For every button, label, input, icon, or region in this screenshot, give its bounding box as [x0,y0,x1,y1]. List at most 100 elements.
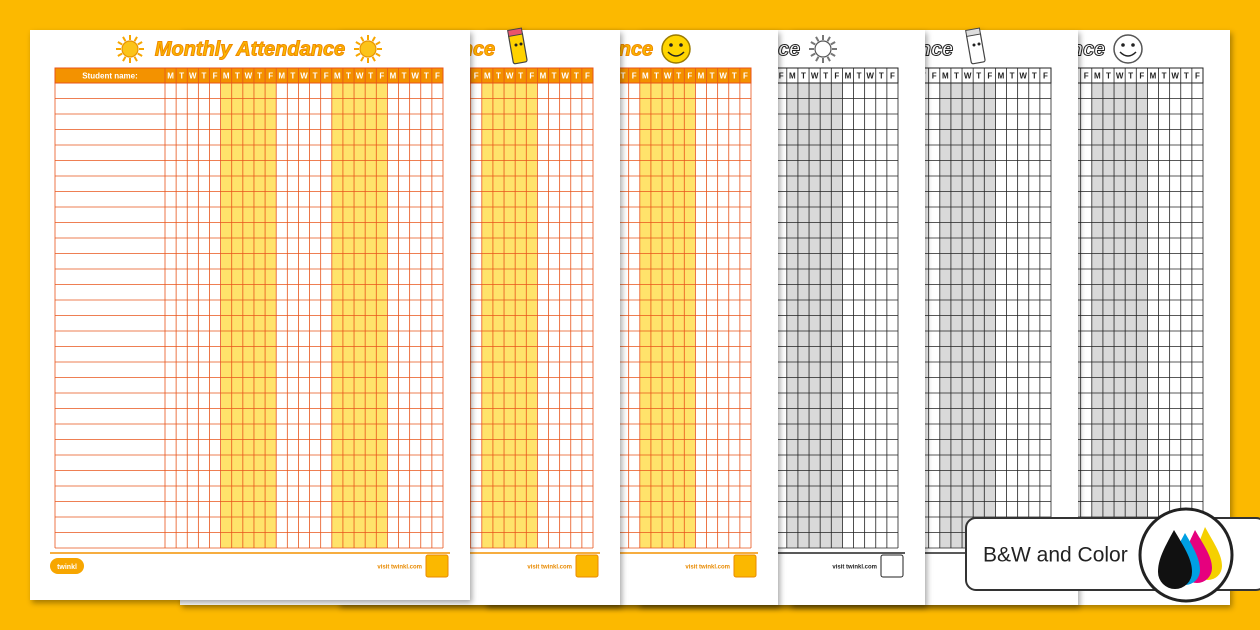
mouth [667,51,685,57]
day-label: T [574,72,579,81]
sun-ray [830,41,836,46]
day-label: M [334,72,341,81]
sun-ray [117,41,123,46]
day-label: W [411,72,419,81]
day-label: M [642,72,649,81]
sun-ray [826,56,831,62]
sun-ray [137,52,143,57]
day-label: T [201,72,206,81]
day-label: T [857,72,862,81]
day-label: T [954,72,959,81]
eye [514,43,518,47]
sun-ray [815,36,820,42]
sun [121,40,139,58]
smiley [1113,34,1143,64]
footer-link: visit twinkl.com [832,565,877,571]
day-label: M [223,72,230,81]
sun-ray [371,36,376,42]
day-label: M [540,72,547,81]
day-label: F [1084,72,1089,81]
footer-badge [575,554,599,578]
day-label: W [561,72,569,81]
day-label: T [368,72,373,81]
day-label: F [213,72,218,81]
day-label: T [732,72,737,81]
day-label: M [789,72,796,81]
mouth [1119,51,1137,57]
day-label: M [167,72,174,81]
pencil-eraser [965,27,982,38]
footer-badge [733,554,757,578]
day-label: W [1116,72,1124,81]
day-label: T [976,72,981,81]
day-label: T [823,72,828,81]
sun-ray [375,52,381,57]
ink-drop-black [1158,530,1192,589]
day-label: T [313,72,318,81]
day-label: F [529,72,534,81]
day-label: W [664,72,672,81]
day-label: T [235,72,240,81]
day-label: W [866,72,874,81]
footer-link: visit twinkl.com [527,565,572,571]
day-label: M [845,72,852,81]
eye [972,43,976,47]
sun [814,40,832,58]
sun-ray [375,41,381,46]
day-label: M [484,72,491,81]
day-label: M [278,72,285,81]
day-label: T [1010,72,1015,81]
day-label: F [1139,72,1144,81]
day-label: T [179,72,184,81]
badge-text: B&W and Color [983,544,1128,567]
sheet-title: Monthly Attendance [155,38,345,60]
brand-logo [50,558,84,574]
day-label: W [189,72,197,81]
day-label: F [435,72,440,81]
day-label: M [390,72,397,81]
day-label: T [1184,72,1189,81]
sun-ray [122,36,127,42]
day-label: F [890,72,895,81]
day-label: T [346,72,351,81]
day-label: W [1019,72,1027,81]
footer-link: visit twinkl.com [685,565,730,571]
sun-ray [810,41,816,46]
footer-badge [425,554,449,578]
day-label: W [300,72,308,81]
sun-ray [133,56,138,62]
day-label: F [474,72,479,81]
sun-ray [117,52,123,57]
day-label: M [1094,72,1101,81]
day-label: M [942,72,949,81]
eye [519,42,523,46]
day-label: T [710,72,715,81]
sun-ray [122,56,127,62]
day-label: F [379,72,384,81]
day-label: F [834,72,839,81]
day-label: F [268,72,273,81]
sun-ray [830,52,836,57]
day-label: W [719,72,727,81]
day-label: F [687,72,692,81]
day-label: T [402,72,407,81]
day-label: F [324,72,329,81]
day-label: M [698,72,705,81]
sun-ray [360,36,365,42]
sun-ray [810,52,816,57]
sun-ray [355,52,361,57]
day-label: F [1195,72,1200,81]
smiley [661,34,691,64]
eye [1131,43,1135,47]
day-label: T [290,72,295,81]
sun-ray [133,36,138,42]
day-label: T [257,72,262,81]
eye [977,42,981,46]
sun-ray [355,41,361,46]
footer-link: visit twinkl.com [377,565,422,571]
day-label: M [1150,72,1157,81]
sun [359,40,377,58]
